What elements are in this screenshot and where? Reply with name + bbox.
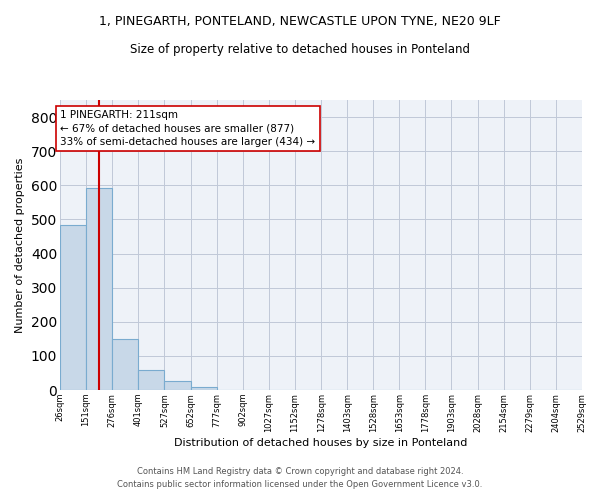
Text: Size of property relative to detached houses in Ponteland: Size of property relative to detached ho… <box>130 42 470 56</box>
Bar <box>164 381 191 390</box>
X-axis label: Distribution of detached houses by size in Ponteland: Distribution of detached houses by size … <box>175 438 467 448</box>
Text: Contains HM Land Registry data © Crown copyright and database right 2024.: Contains HM Land Registry data © Crown c… <box>137 467 463 476</box>
Bar <box>86 188 112 390</box>
Bar <box>138 370 164 390</box>
Y-axis label: Number of detached properties: Number of detached properties <box>15 158 25 332</box>
Bar <box>60 225 86 390</box>
Text: Contains public sector information licensed under the Open Government Licence v3: Contains public sector information licen… <box>118 480 482 489</box>
Text: 1, PINEGARTH, PONTELAND, NEWCASTLE UPON TYNE, NE20 9LF: 1, PINEGARTH, PONTELAND, NEWCASTLE UPON … <box>99 15 501 28</box>
Bar <box>112 339 138 390</box>
Text: 1 PINEGARTH: 211sqm
← 67% of detached houses are smaller (877)
33% of semi-detac: 1 PINEGARTH: 211sqm ← 67% of detached ho… <box>61 110 316 146</box>
Bar <box>191 387 217 390</box>
